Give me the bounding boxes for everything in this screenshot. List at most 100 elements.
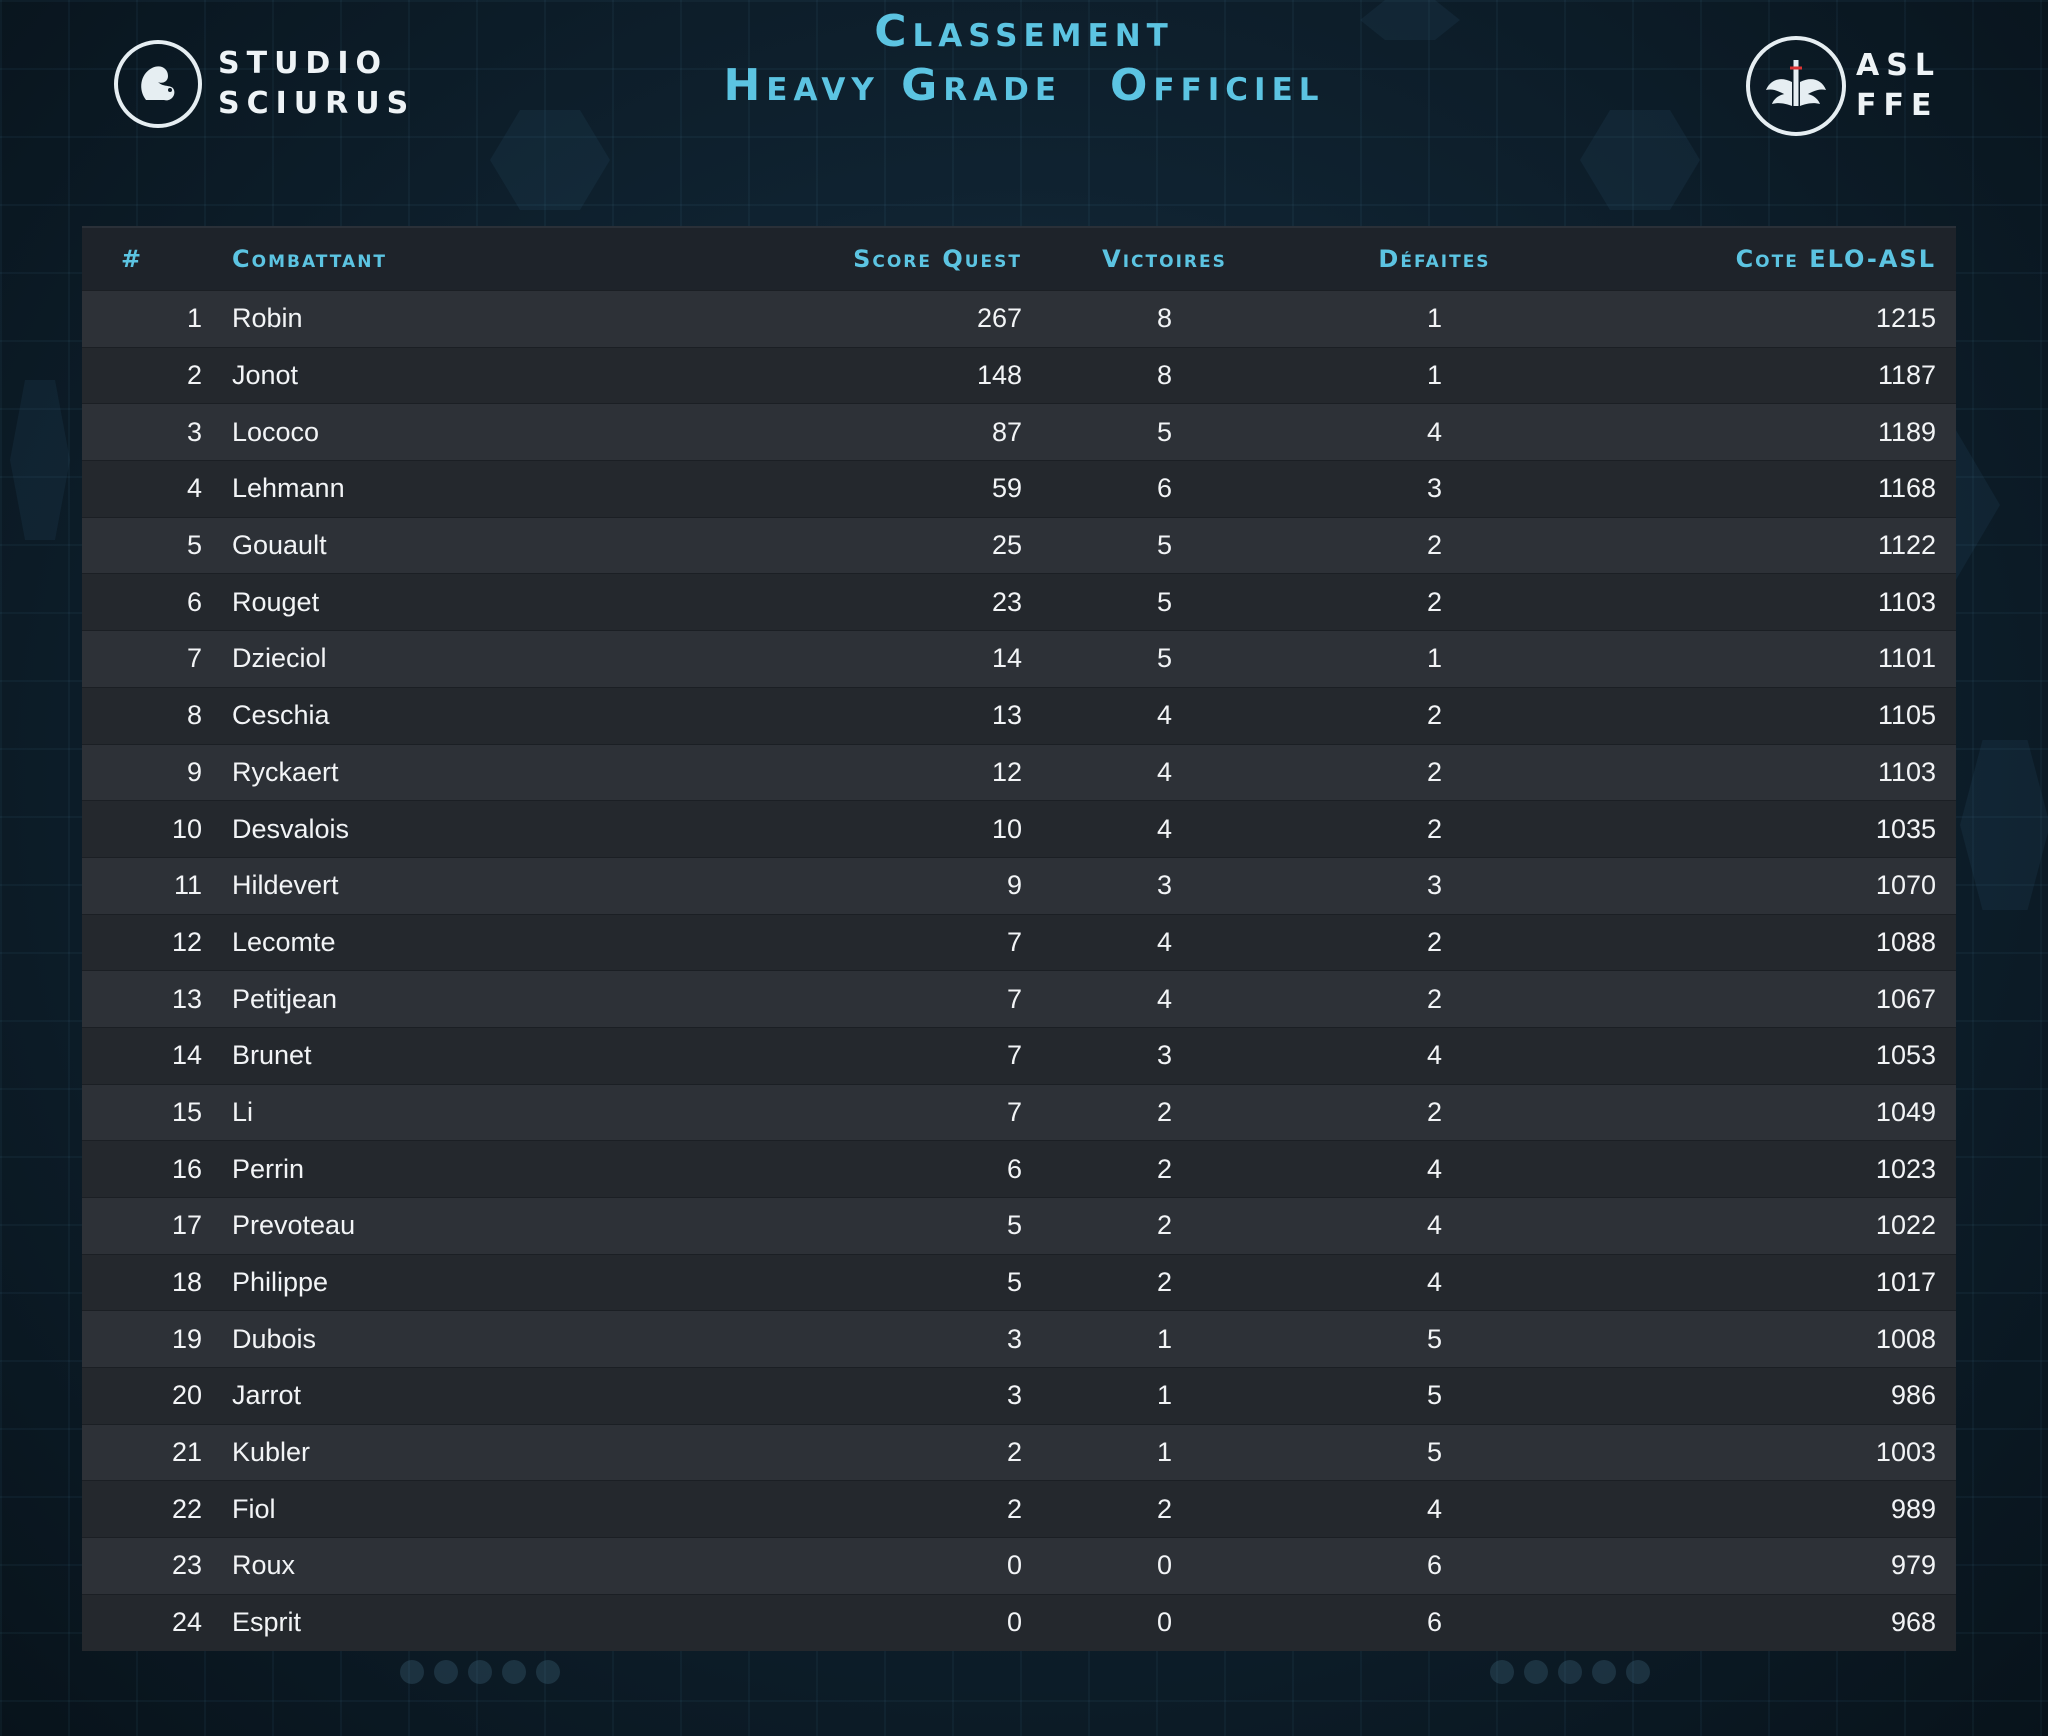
victories-cell: 8: [1156, 360, 1173, 391]
table-row: 17 Prevoteau 5 2 4 1022: [82, 1197, 1956, 1254]
rank-cell: 2: [186, 360, 202, 391]
right-brand-line1: ASL: [1856, 48, 1941, 83]
defeats-cell: 3: [1426, 870, 1443, 901]
table-row: 23 Roux 0 0 6 979: [82, 1537, 1956, 1594]
table-row: 15 Li 7 2 2 1049: [82, 1083, 1956, 1141]
table-row: 18 Philippe 5 2 4 1017: [82, 1253, 1956, 1311]
table-row: 5 Gouault 25 5 2 1122: [82, 516, 1956, 574]
defeats-cell: 5: [1426, 1380, 1443, 1411]
col-rank-header[interactable]: #: [120, 245, 144, 273]
rank-cell: 21: [171, 1437, 202, 1468]
bg-dots-left: [400, 1660, 560, 1684]
table-body: 1 Robin 267 8 1 1215 2 Jonot 148 8 1 1187 3 Lococo 87 5…: [82, 290, 1956, 1651]
elo-cell: 1049: [1875, 1096, 1936, 1127]
col-defeats-header[interactable]: Défaites: [1378, 245, 1491, 273]
defeats-cell: 4: [1426, 1493, 1443, 1524]
rank-cell: 13: [171, 983, 202, 1014]
table-row: 16 Perrin 6 2 4 1023: [82, 1140, 1956, 1197]
col-name-header[interactable]: Combattant: [232, 245, 388, 273]
score-cell: 148: [976, 360, 1022, 391]
rank-cell: 24: [171, 1607, 202, 1638]
score-cell: 25: [991, 530, 1022, 561]
defeats-cell: 4: [1426, 1210, 1443, 1241]
studio-sciurus-brand: STUDIO SCIURUS: [114, 40, 415, 128]
victories-cell: 1: [1156, 1437, 1173, 1468]
defeats-cell: 5: [1426, 1437, 1443, 1468]
table-row: 22 Fiol 2 2 4 989: [82, 1480, 1956, 1538]
subtitle-grade: Heavy Grade: [723, 60, 1063, 111]
right-brand-line2: FFE: [1856, 88, 1939, 123]
name-cell: Petitjean: [232, 983, 338, 1014]
table-header: # Combattant Score Quest Victoires Défai…: [82, 226, 1956, 290]
defeats-cell: 3: [1426, 473, 1443, 504]
defeats-cell: 2: [1426, 813, 1443, 844]
name-cell: Ryckaert: [232, 756, 339, 787]
table-row: 3 Lococo 87 5 4 1189: [82, 403, 1956, 461]
victories-cell: 4: [1156, 813, 1173, 844]
winged-emblem-icon: [1746, 36, 1846, 136]
elo-cell: 1022: [1875, 1210, 1936, 1241]
rank-cell: 23: [171, 1550, 202, 1581]
defeats-cell: 4: [1426, 1153, 1443, 1184]
elo-cell: 1023: [1875, 1153, 1936, 1184]
rank-cell: 3: [186, 416, 202, 447]
defeats-cell: 6: [1426, 1550, 1443, 1581]
score-cell: 0: [1006, 1607, 1022, 1638]
elo-cell: 1003: [1875, 1437, 1936, 1468]
victories-cell: 6: [1156, 473, 1173, 504]
defeats-cell: 2: [1426, 586, 1443, 617]
elo-cell: 1189: [1877, 416, 1936, 447]
name-cell: Jonot: [232, 360, 299, 391]
elo-cell: 986: [1890, 1380, 1936, 1411]
col-elo-header[interactable]: Cote ELO-ASL: [1735, 245, 1936, 273]
col-score-header[interactable]: Score Quest: [853, 245, 1022, 273]
table-row: 8 Ceschia 13 4 2 1105: [82, 686, 1956, 744]
score-cell: 14: [991, 643, 1022, 674]
rank-cell: 20: [171, 1380, 202, 1411]
rank-cell: 4: [186, 473, 202, 504]
elo-cell: 1215: [1875, 303, 1936, 334]
name-cell: Prevoteau: [232, 1210, 356, 1241]
name-cell: Rouget: [232, 586, 320, 617]
elo-cell: 968: [1890, 1607, 1936, 1638]
rank-cell: 1: [186, 303, 202, 334]
name-cell: Kubler: [232, 1437, 311, 1468]
defeats-cell: 2: [1426, 530, 1443, 561]
table-row: 4 Lehmann 59 6 3 1168: [82, 460, 1956, 517]
score-cell: 5: [1006, 1267, 1022, 1298]
victories-cell: 2: [1156, 1096, 1173, 1127]
table-row: 12 Lecomte 7 4 2 1088: [82, 913, 1956, 971]
name-cell: Desvalois: [232, 813, 350, 844]
name-cell: Brunet: [232, 1040, 312, 1071]
score-cell: 0: [1006, 1550, 1022, 1581]
table-row: 14 Brunet 7 3 4 1053: [82, 1026, 1956, 1084]
score-cell: 7: [1006, 1096, 1022, 1127]
victories-cell: 8: [1156, 303, 1173, 334]
table-row: 21 Kubler 2 1 5 1003: [82, 1423, 1956, 1481]
name-cell: Dzieciol: [232, 643, 327, 674]
victories-cell: 4: [1156, 926, 1173, 957]
col-victories-header[interactable]: Victoires: [1102, 245, 1227, 273]
table-row: 24 Esprit 0 0 6 968: [82, 1593, 1956, 1651]
squirrel-logo-icon: [114, 40, 202, 128]
defeats-cell: 2: [1426, 1096, 1443, 1127]
name-cell: Dubois: [232, 1323, 317, 1354]
defeats-cell: 5: [1426, 1323, 1443, 1354]
score-cell: 7: [1006, 1040, 1022, 1071]
victories-cell: 4: [1156, 756, 1173, 787]
name-cell: Philippe: [232, 1267, 329, 1298]
page-subtitle: Heavy Grade Officiel: [0, 60, 2048, 111]
table-row: 13 Petitjean 7 4 2 1067: [82, 970, 1956, 1027]
rank-cell: 9: [186, 756, 202, 787]
victories-cell: 0: [1156, 1550, 1173, 1581]
table-row: 7 Dzieciol 14 5 1 1101: [82, 630, 1956, 687]
name-cell: Lococo: [232, 416, 320, 447]
left-brand-line2: SCIURUS: [218, 86, 416, 121]
score-cell: 5: [1006, 1210, 1022, 1241]
name-cell: Li: [232, 1096, 254, 1127]
victories-cell: 3: [1156, 870, 1173, 901]
name-cell: Ceschia: [232, 700, 330, 731]
rank-cell: 12: [171, 926, 202, 957]
score-cell: 267: [976, 303, 1022, 334]
victories-cell: 2: [1156, 1267, 1173, 1298]
